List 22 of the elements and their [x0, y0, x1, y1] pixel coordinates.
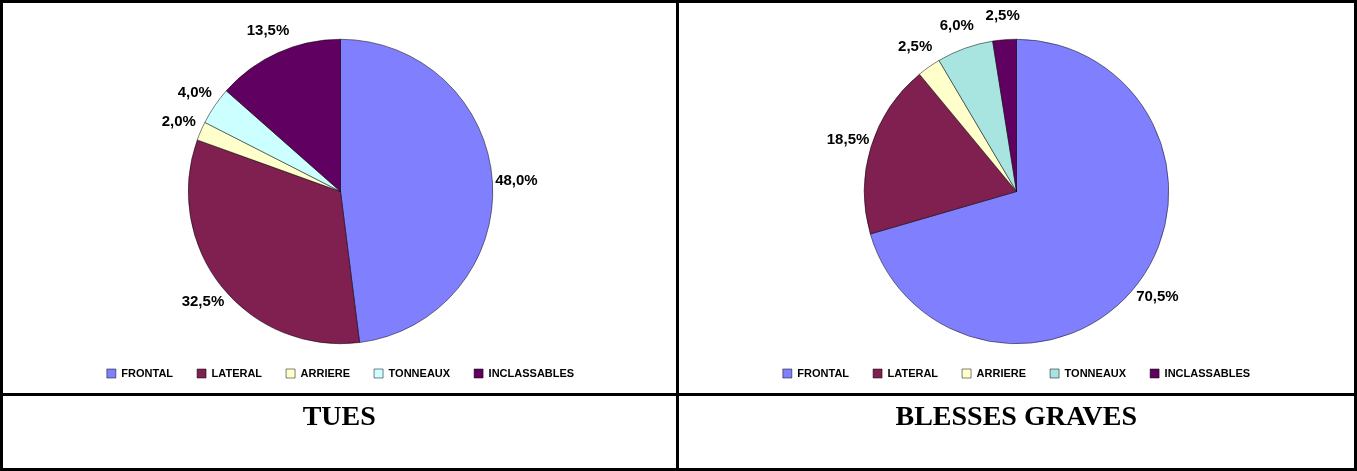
legend-label: TONNEAUX [388, 366, 451, 379]
data-label: 18,5% [826, 129, 869, 147]
legend-label: FRONTAL [121, 366, 174, 379]
legend-label: LATERAL [887, 366, 938, 379]
legend-label: TONNEAUX [1064, 366, 1127, 379]
data-label: 2,5% [985, 5, 1020, 23]
data-label: 2,0% [161, 111, 196, 129]
data-label: 13,5% [246, 21, 290, 39]
legend-label: INCLASSABLES [488, 366, 575, 379]
legend-label: ARRIERE [976, 366, 1026, 379]
legend-label: LATERAL [211, 366, 263, 379]
data-label: 32,5% [181, 291, 225, 309]
data-label: 2,5% [897, 37, 932, 55]
data-label: 6,0% [939, 15, 974, 33]
text: BLESSES GRAVES [678, 393, 1354, 468]
legend-label: ARRIERE [300, 366, 351, 379]
legend-label: FRONTAL [796, 366, 849, 379]
data-label: 4,0% [177, 82, 212, 100]
text: TUES [3, 393, 676, 468]
data-label: 70,5% [1135, 287, 1179, 305]
legend-label: INCLASSABLES [1164, 366, 1250, 379]
data-label: 48,0% [495, 170, 538, 188]
